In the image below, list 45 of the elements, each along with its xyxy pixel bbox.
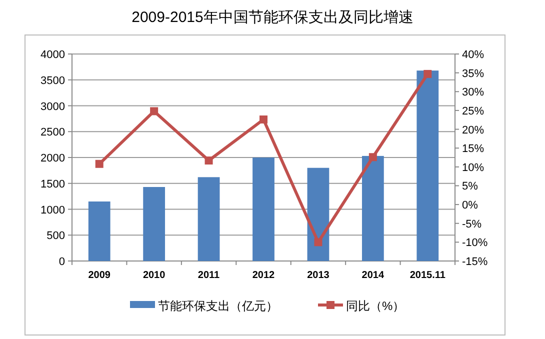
x-tick-label: 2011 (198, 270, 220, 281)
y-tick-label: 2000 (40, 152, 65, 164)
point (150, 107, 158, 116)
y2-tick-label: 15% (462, 143, 484, 156)
y-tick-label: 3500 (40, 74, 65, 87)
point (314, 238, 322, 246)
y-tick-label: 1000 (40, 204, 65, 216)
x-tick-label: 2013 (307, 270, 330, 281)
x-tick-label: 2014 (362, 270, 384, 281)
y2-tick-label: 20% (462, 124, 484, 136)
bar (88, 201, 110, 261)
y2-tick-label: -10% (462, 237, 488, 250)
bar (198, 177, 220, 261)
y2-tick-label: 5% (462, 180, 478, 193)
x-tick-label: 2009 (88, 270, 111, 281)
bar (252, 158, 274, 261)
y2-tick-label: -15% (462, 256, 488, 268)
bar (416, 70, 439, 261)
legend-label: 节能环保支出（亿元） (158, 299, 278, 313)
y2-tick-label: 30% (462, 86, 484, 99)
point (260, 115, 268, 124)
bar (362, 156, 384, 261)
x-tick-label: 2010 (142, 270, 166, 281)
y-tick-label: 1500 (40, 178, 65, 190)
y2-tick-label: 25% (462, 105, 484, 118)
x-tick-label: 2015.11 (410, 270, 446, 281)
legend-label: 同比（%） (346, 299, 405, 313)
y-tick-label: 4000 (40, 49, 65, 61)
y2-tick-label: 35% (462, 68, 484, 80)
y2-tick-label: 10% (462, 162, 484, 174)
point (204, 156, 213, 165)
x-tick-label: 2012 (252, 270, 276, 281)
y2-tick-label: 40% (462, 49, 484, 61)
y2-tick-label: -5% (462, 218, 482, 230)
point (424, 70, 432, 78)
y-tick-label: 0 (58, 256, 65, 268)
y-tick-label: 500 (46, 230, 65, 242)
point (368, 153, 377, 162)
y-tick-label: 2500 (40, 126, 65, 139)
chart-title: 2009-2015年中国节能环保支出及同比增速 (132, 9, 414, 26)
y2-tick-label: 0% (462, 200, 478, 212)
bar (143, 186, 166, 261)
y-tick-label: 3000 (40, 100, 65, 113)
point (95, 160, 104, 168)
bar (307, 168, 330, 261)
